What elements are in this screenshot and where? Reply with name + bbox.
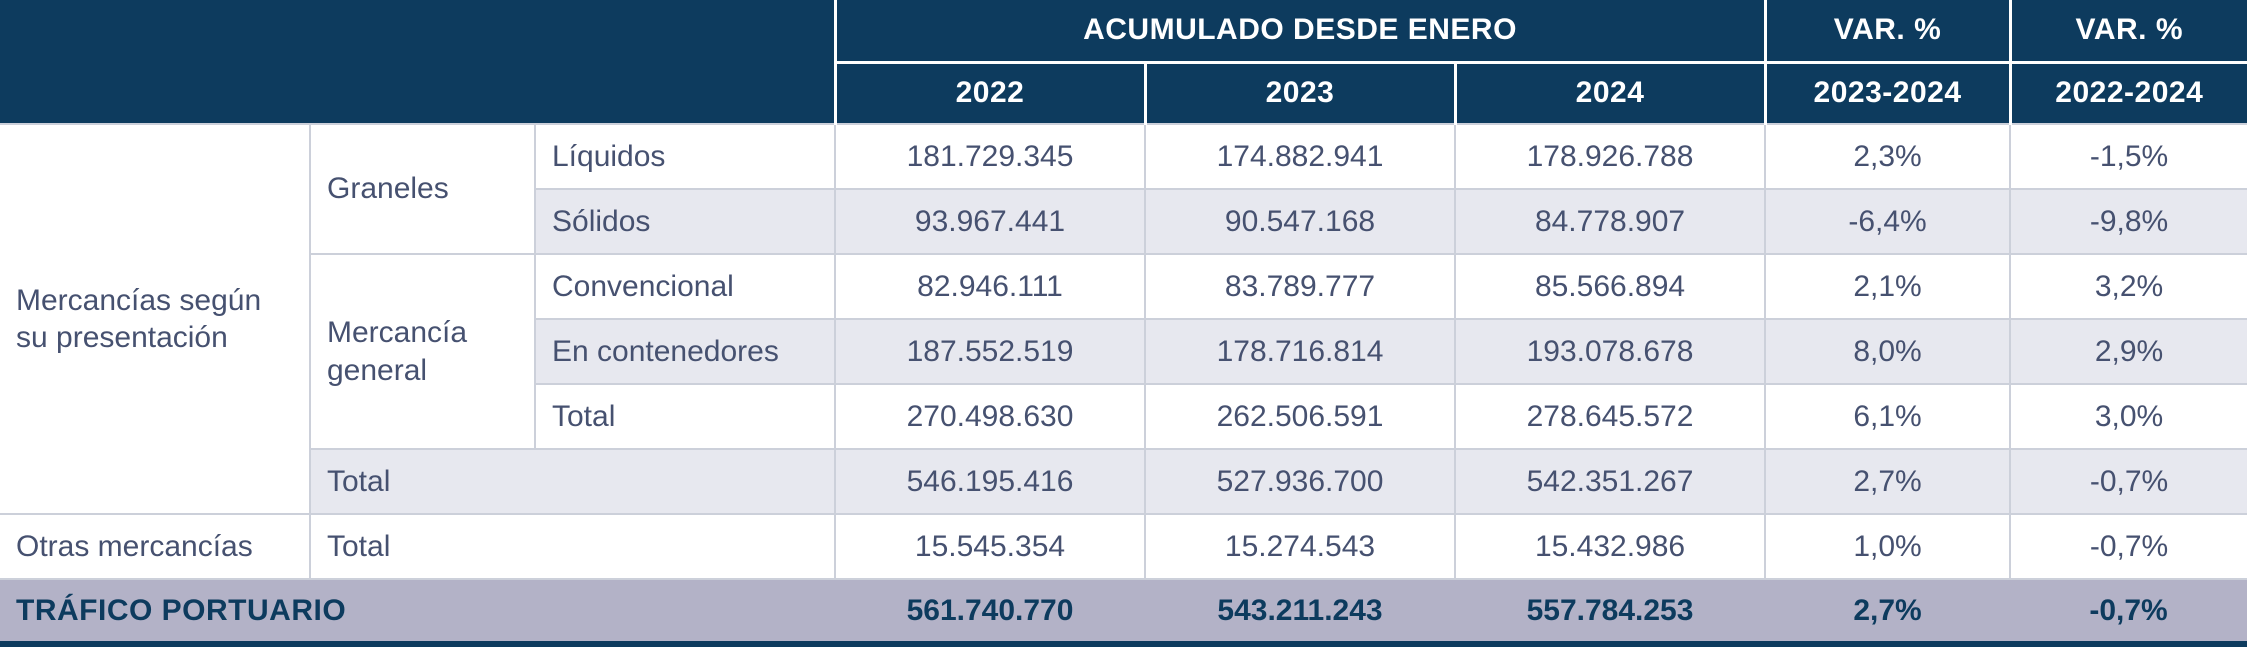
row-label-en-contenedores: En contenedores bbox=[534, 318, 835, 384]
row-otras-mercancias: Otras mercancías Total 15.545.354 15.274… bbox=[0, 513, 2247, 579]
value-trafico-2023: 543.211.243 bbox=[1145, 578, 1455, 644]
value-mg-total-var-2022-2024: 3,0% bbox=[2009, 383, 2247, 449]
row-label-solidos: Sólidos bbox=[534, 188, 835, 254]
value-otras-2023: 15.274.543 bbox=[1144, 513, 1455, 579]
value-contenedores-2022: 187.552.519 bbox=[834, 318, 1145, 384]
value-presentacion-total-2023: 527.936.700 bbox=[1144, 448, 1455, 514]
value-otras-2022: 15.545.354 bbox=[834, 513, 1145, 579]
header-acumulado-label: ACUMULADO DESDE ENERO bbox=[833, 0, 1766, 62]
row-solidos: Sólidos 93.967.441 90.547.168 84.778.907… bbox=[0, 188, 2247, 254]
value-trafico-2022: 561.740.770 bbox=[835, 578, 1145, 644]
header-columns-row: 2022 2023 2024 2023-2024 2022-2024 bbox=[0, 60, 2247, 124]
value-contenedores-2023: 178.716.814 bbox=[1144, 318, 1455, 384]
value-solidos-2023: 90.547.168 bbox=[1144, 188, 1455, 254]
value-contenedores-var-2023-2024: 8,0% bbox=[1764, 318, 2011, 384]
value-otras-var-2023-2024: 1,0% bbox=[1764, 513, 2011, 579]
value-contenedores-var-2022-2024: 2,9% bbox=[2009, 318, 2247, 384]
value-contenedores-2024: 193.078.678 bbox=[1453, 318, 1766, 384]
value-trafico-2024: 557.784.253 bbox=[1455, 578, 1766, 644]
value-convencional-2023: 83.789.777 bbox=[1144, 253, 1455, 319]
value-trafico-var-2022-2024: -0,7% bbox=[2010, 578, 2247, 644]
row-label-convencional: Convencional bbox=[534, 253, 835, 319]
value-convencional-var-2022-2024: 3,2% bbox=[2009, 253, 2247, 319]
value-mg-total-var-2023-2024: 6,1% bbox=[1764, 383, 2011, 449]
value-liquidos-2022: 181.729.345 bbox=[834, 123, 1145, 189]
value-solidos-var-2023-2024: -6,4% bbox=[1764, 188, 2011, 254]
value-mg-total-2024: 278.645.572 bbox=[1453, 383, 1766, 449]
row-label-liquidos: Líquidos bbox=[534, 123, 835, 189]
value-liquidos-2024: 178.926.788 bbox=[1453, 123, 1766, 189]
value-convencional-2022: 82.946.111 bbox=[834, 253, 1145, 319]
value-presentacion-total-2024: 542.351.267 bbox=[1453, 448, 1766, 514]
value-convencional-2024: 85.566.894 bbox=[1453, 253, 1766, 319]
value-solidos-var-2022-2024: -9,8% bbox=[2009, 188, 2247, 254]
category-otras-mercancias: Otras mercancías bbox=[0, 513, 310, 579]
row-liquidos: Mercancías según su presentación Granele… bbox=[0, 123, 2247, 514]
value-presentacion-total-var-2022-2024: -0,7% bbox=[2009, 448, 2247, 514]
row-label-otras-total: Total bbox=[309, 513, 835, 579]
group-graneles: Graneles bbox=[309, 123, 535, 254]
header-var-range-2023-2024: 2023-2024 bbox=[1763, 60, 2011, 124]
value-otras-2024: 15.432.986 bbox=[1453, 513, 1766, 579]
value-convencional-var-2023-2024: 2,1% bbox=[1764, 253, 2011, 319]
group-mercancia-general: Mercancía general bbox=[309, 253, 535, 449]
value-presentacion-total-var-2023-2024: 2,7% bbox=[1764, 448, 2011, 514]
row-convencional: Mercancía general Convencional 82.946.11… bbox=[0, 253, 2247, 449]
value-liquidos-var-2023-2024: 2,3% bbox=[1764, 123, 2011, 189]
header-year-2023: 2023 bbox=[1143, 60, 1455, 124]
value-mg-total-2022: 270.498.630 bbox=[834, 383, 1145, 449]
row-mercancia-general-total: Total 270.498.630 262.506.591 278.645.57… bbox=[0, 383, 2247, 449]
header-var-pct-2: VAR. % bbox=[2008, 0, 2247, 62]
row-label-trafico-portuario: TRÁFICO PORTUARIO bbox=[0, 578, 835, 644]
value-trafico-var-2023-2024: 2,7% bbox=[1765, 578, 2011, 644]
row-label-mg-total: Total bbox=[534, 383, 835, 449]
value-liquidos-2023: 174.882.941 bbox=[1144, 123, 1455, 189]
row-presentacion-total: Total 546.195.416 527.936.700 542.351.26… bbox=[0, 448, 2247, 514]
value-solidos-2022: 93.967.441 bbox=[834, 188, 1145, 254]
header-corner-cell bbox=[0, 0, 835, 124]
value-liquidos-var-2022-2024: -1,5% bbox=[2009, 123, 2247, 189]
table-body: Mercancías según su presentación Granele… bbox=[0, 123, 2247, 644]
header-year-2022: 2022 bbox=[833, 60, 1145, 124]
header-group-row: ACUMULADO DESDE ENERO VAR. % VAR. % bbox=[0, 0, 2247, 124]
value-otras-var-2022-2024: -0,7% bbox=[2009, 513, 2247, 579]
row-en-contenedores: En contenedores 187.552.519 178.716.814 … bbox=[0, 318, 2247, 384]
header-var-pct-1: VAR. % bbox=[1763, 0, 2011, 62]
value-presentacion-total-2022: 546.195.416 bbox=[834, 448, 1145, 514]
header-year-2024: 2024 bbox=[1453, 60, 1766, 124]
row-label-presentacion-total: Total bbox=[309, 448, 835, 514]
value-mg-total-2023: 262.506.591 bbox=[1144, 383, 1455, 449]
header-var-range-2022-2024: 2022-2024 bbox=[2008, 60, 2247, 124]
table-header: ACUMULADO DESDE ENERO VAR. % VAR. % 2022… bbox=[0, 0, 2247, 124]
row-trafico-portuario: TRÁFICO PORTUARIO 561.740.770 543.211.24… bbox=[0, 578, 2247, 644]
value-solidos-2024: 84.778.907 bbox=[1453, 188, 1766, 254]
category-mercancias-segun-presentacion: Mercancías según su presentación bbox=[0, 123, 310, 514]
